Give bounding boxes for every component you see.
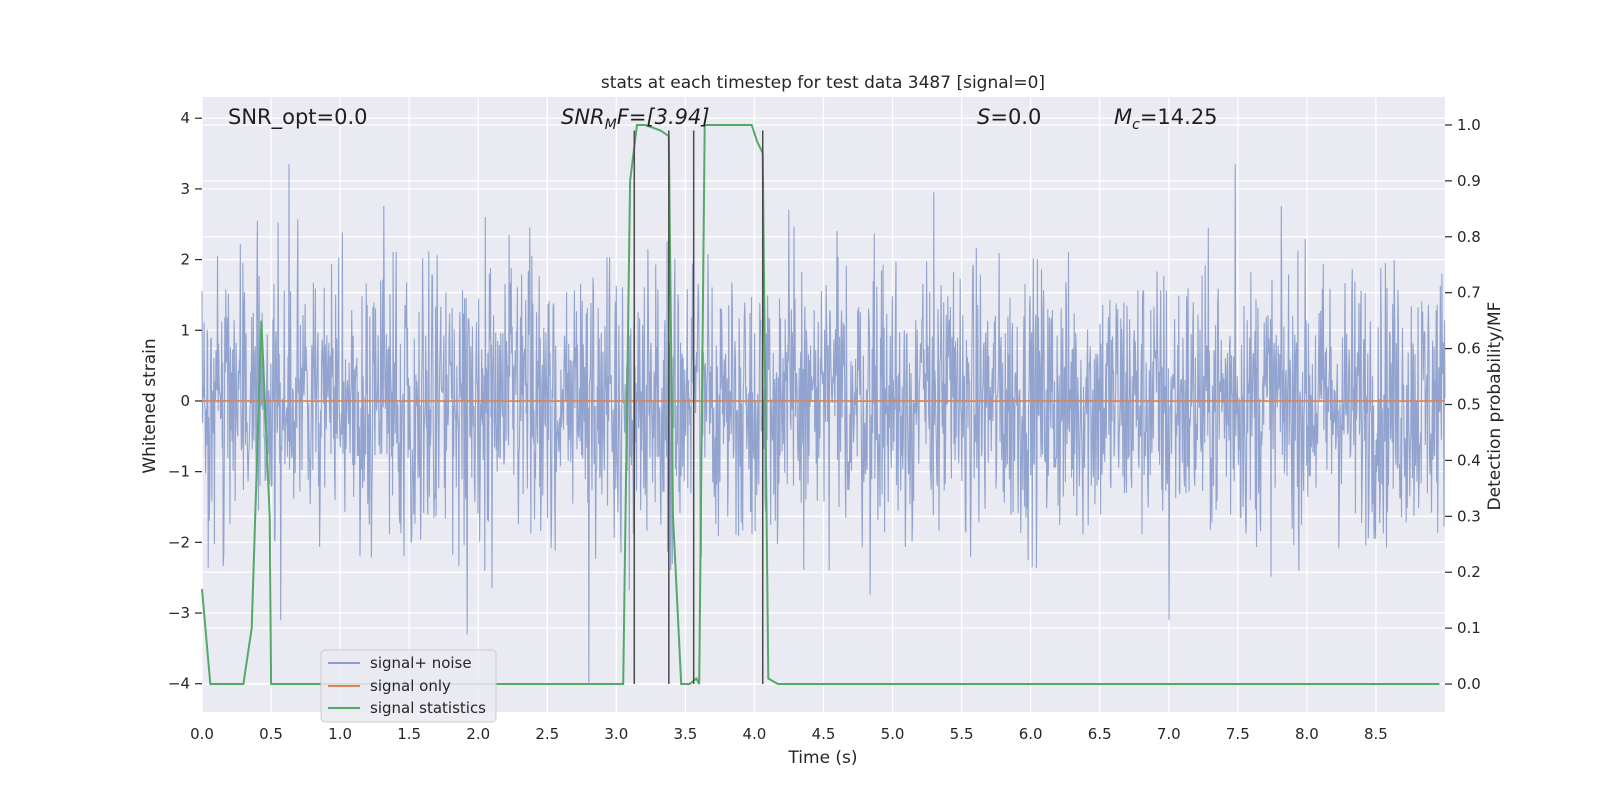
y-right-tick-label-10: 1.0: [1457, 116, 1481, 134]
annotation-snr-opt: SNR_opt=0.0: [228, 105, 368, 130]
series-signal-statistics-line: [201, 124, 1440, 685]
y-right-tick-label-3: 0.3: [1457, 507, 1481, 525]
y-axis-ticks-left: −4 −3 −2 −1 0 1 2 3 4: [168, 109, 202, 693]
y-tick-label-8: 4: [180, 109, 190, 127]
chart-title: stats at each timestep for test data 348…: [601, 73, 1045, 93]
y-axis-label-right: Detection probability/MF: [1485, 302, 1505, 511]
annotation-mc-sub: c: [1132, 117, 1140, 133]
x-tick-label-3: 1.5: [397, 725, 421, 743]
x-tick-label-4: 2.0: [466, 725, 490, 743]
x-axis-label: Time (s): [787, 748, 857, 768]
x-tick-label-1: 0.5: [259, 725, 283, 743]
x-tick-label-10: 5.0: [881, 725, 905, 743]
y-axis-ticks-right: 0.0 0.1 0.2 0.3 0.4 0.5 0.6 0.7 0.8 0.9 1.0: [1445, 116, 1481, 693]
y-tick-label-1: −3: [168, 604, 190, 622]
series-signal-noise: [201, 164, 1446, 684]
legend-label-signal-only: signal only: [370, 677, 451, 695]
y-tick-label-0: −4: [168, 675, 190, 693]
y-right-tick-label-7: 0.7: [1457, 284, 1481, 302]
x-tick-label-14: 7.0: [1157, 725, 1181, 743]
legend-label-signal-noise: signal+ noise: [370, 654, 472, 672]
y-tick-label-2: −2: [168, 533, 190, 551]
y-tick-label-5: 1: [180, 321, 190, 339]
y-right-tick-label-9: 0.9: [1457, 172, 1481, 190]
vertical-markers: [633, 130, 764, 685]
x-tick-label-12: 6.0: [1019, 725, 1043, 743]
legend-label-signal-statistics: signal statistics: [370, 699, 486, 717]
x-tick-label-2: 1.0: [328, 725, 352, 743]
x-tick-label-15: 7.5: [1226, 725, 1250, 743]
annotation-mc-rest: =14.25: [1140, 105, 1218, 129]
legend: signal+ noise signal only signal statist…: [320, 649, 497, 723]
annotation-s-var: S: [977, 105, 990, 129]
x-tick-label-13: 6.5: [1088, 725, 1112, 743]
y-tick-label-4: 0: [180, 392, 190, 410]
y-right-tick-label-4: 0.4: [1457, 451, 1481, 469]
annotation-s-rest: =0.0: [990, 105, 1041, 129]
x-tick-label-5: 2.5: [535, 725, 559, 743]
annotation-snr-mf: SNRMF=[3.94]: [561, 105, 710, 133]
annotation-s: S=0.0: [977, 105, 1041, 129]
legend-box: [320, 649, 497, 723]
y-right-tick-label-6: 0.6: [1457, 340, 1481, 358]
x-tick-label-6: 3.0: [604, 725, 628, 743]
y-tick-label-7: 3: [180, 180, 190, 198]
y-right-tick-label-0: 0.0: [1457, 675, 1481, 693]
x-tick-label-17: 8.5: [1364, 725, 1388, 743]
x-tick-label-9: 4.5: [812, 725, 836, 743]
signal-noise-trace: [201, 164, 1446, 684]
annotation-snr-mf-sub: M: [605, 117, 617, 133]
x-tick-label-0: 0.0: [190, 725, 214, 743]
annotation-snr-mf-rest: F=[3.94]: [617, 105, 710, 129]
y-right-tick-label-5: 0.5: [1457, 396, 1481, 414]
x-tick-label-11: 5.5: [950, 725, 974, 743]
y-right-tick-label-2: 0.2: [1457, 563, 1481, 581]
x-axis-ticks: 0.0 0.5 1.0 1.5 2.0 2.5 3.0 3.5 4.0 4.5 5.0 5.5 6.0 6…: [190, 725, 1388, 743]
x-tick-label-16: 8.0: [1295, 725, 1319, 743]
annotation-mc-base: M: [1114, 105, 1132, 129]
y-right-tick-label-8: 0.8: [1457, 228, 1481, 246]
y-tick-label-6: 2: [180, 251, 190, 269]
y-axis-label-left: Whitened strain: [140, 338, 160, 473]
annotation-snr-mf-base: SNR: [561, 105, 605, 129]
annotation-mc: Mc=14.25: [1114, 105, 1218, 133]
y-right-tick-label-1: 0.1: [1457, 619, 1481, 637]
x-tick-label-7: 3.5: [673, 725, 697, 743]
y-tick-label-3: −1: [168, 463, 190, 481]
x-tick-label-8: 4.0: [743, 725, 767, 743]
